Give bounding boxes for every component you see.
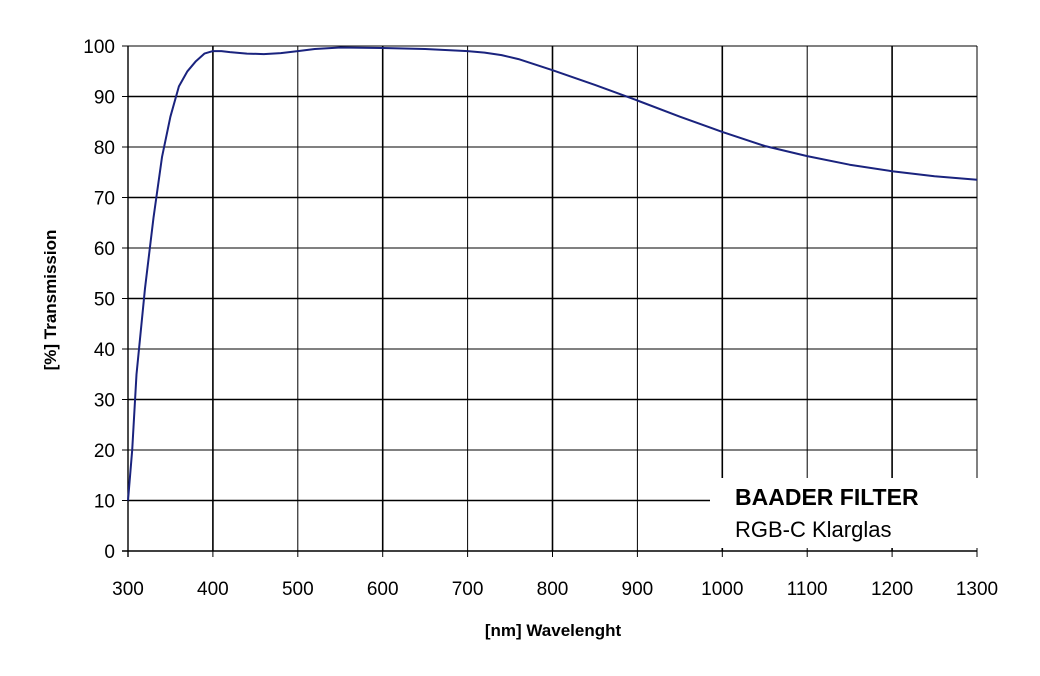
- x-tick-label: 400: [197, 579, 229, 600]
- y-tick-label: 40: [94, 340, 115, 361]
- y-tick-labels: 0 10 20 30 40 50 60 70 80 90 100: [83, 37, 115, 563]
- y-tick-label: 30: [94, 391, 115, 412]
- y-tick-label: 20: [94, 441, 115, 462]
- y-tick-label: 0: [104, 542, 115, 563]
- x-tick-label: 800: [537, 579, 569, 600]
- x-tick-label: 1200: [871, 579, 913, 600]
- x-tick-label: 900: [622, 579, 654, 600]
- x-tick-labels: 300 400 500 600 700 800 900 1000 1100 1200 1300: [112, 579, 998, 600]
- x-tick-label: 1000: [701, 579, 743, 600]
- y-tick-label: 100: [83, 37, 115, 58]
- x-tick-label: 1300: [956, 579, 998, 600]
- x-tick-label: 1100: [787, 579, 828, 600]
- x-tick-label: 300: [112, 579, 144, 600]
- x-axis-title: [nm] Wavelenght: [485, 621, 622, 640]
- x-tick-label: 600: [367, 579, 399, 600]
- y-tick-label: 70: [94, 189, 115, 210]
- transmission-curve: [127, 46, 978, 501]
- y-axis-title: [%] Transmission: [41, 230, 60, 371]
- y-tick-label: 90: [94, 88, 115, 109]
- y-tick-label: 80: [94, 138, 115, 159]
- x-tick-label: 700: [452, 579, 484, 600]
- y-tick-label: 60: [94, 239, 115, 260]
- y-tick-label: 50: [94, 290, 115, 311]
- legend-box: [710, 478, 980, 548]
- axes: [122, 45, 978, 557]
- legend-subtitle: RGB-C Klarglas: [735, 517, 891, 542]
- x-tick-label: 500: [282, 579, 314, 600]
- y-tick-label: 10: [94, 492, 115, 513]
- grid-lines: [128, 45, 978, 551]
- legend-title: BAADER FILTER: [735, 484, 919, 510]
